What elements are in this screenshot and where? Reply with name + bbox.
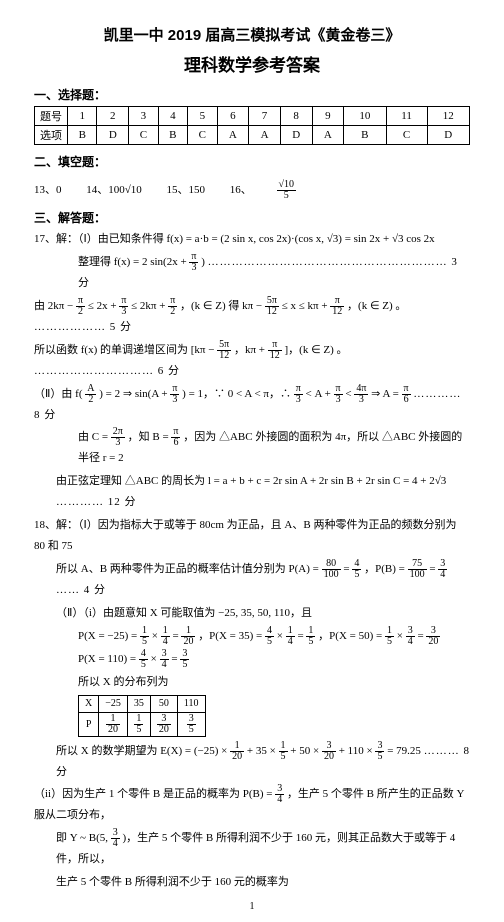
q18-l5: P(X = 110) = 45 × 34 = 35 <box>34 649 470 670</box>
q18-l9: 即 Y ~ B(5, 34 )，生产 5 个零件 B 所得利润不少于 160 元… <box>34 828 470 870</box>
q18-l10: 生产 5 个零件 B 所得利润不少于 160 元的概率为 <box>34 872 470 893</box>
row-label: 题号 <box>35 107 68 126</box>
section2-header: 二、填空题： <box>34 153 470 170</box>
q18-l1: 18、解：（Ⅰ）因为指标大于或等于 80cm 为正品，且 A、B 两种零件为正品… <box>34 515 470 557</box>
doc-title-1: 凯里一中 2019 届高三模拟考试《黄金卷三》 <box>34 24 470 45</box>
q17-l4: 所以函数 f(x) 的单调递增区间为 [kπ − 5π12 ，kπ + π12 … <box>34 340 470 382</box>
q17-l6: 由 C = 2π3 ，知 B = π6 ，因为 △ABC 外接圆的面积为 4π，… <box>34 427 470 469</box>
doc-title-2: 理科数学参考答案 <box>34 51 470 76</box>
table-row: P 120 15 320 35 <box>79 712 206 736</box>
page-number: 1 <box>34 901 470 912</box>
section1-header: 一、选择题： <box>34 86 470 103</box>
q18-l8: （ii）因为生产 1 个零件 B 是正品的概率为 P(B) = 34 ，生产 5… <box>34 784 470 826</box>
q17-l1: 17、解：（Ⅰ）由已知条件得 f(x) = a·b = (2 sin x, co… <box>34 229 470 250</box>
q18-l2: 所以 A、B 两种零件为正品的概率估计值分别为 P(A) = 80100 = 4… <box>34 559 470 601</box>
q14: 14、100√10 <box>86 184 142 196</box>
answers-table: 题号 1 2 3 4 5 6 7 8 9 10 11 12 选项 B D C B… <box>34 106 470 145</box>
q18-l6: 所以 X 的分布列为 <box>34 672 470 693</box>
q18-l4: P(X = −25) = 15 × 14 = 120 ，P(X = 35) = … <box>34 626 470 647</box>
q16: 16、 √105 <box>230 184 340 196</box>
table-row: 选项 B D C B C A A D A B C D <box>35 126 470 145</box>
q17-l7: 由正弦定理知 △ABC 的周长为 l = a + b + c = 2r sin … <box>34 471 470 513</box>
fill-blanks: 13、0 14、100√10 15、150 16、 √105 <box>34 180 470 201</box>
table-row: X −25 35 50 110 <box>79 695 206 712</box>
q17-l2: 整理得 f(x) = 2 sin(2x + π3 ) …………………………………… <box>34 252 470 294</box>
distribution-table: X −25 35 50 110 P 120 15 320 35 <box>78 695 206 737</box>
q13: 13、0 <box>34 184 62 196</box>
q18-l3: （Ⅱ）（i）由题意知 X 可能取值为 −25, 35, 50, 110，且 <box>34 603 470 624</box>
table-row: 题号 1 2 3 4 5 6 7 8 9 10 11 12 <box>35 107 470 126</box>
section3-header: 三、解答题： <box>34 209 470 226</box>
q17-l3: 由 2kπ − π2 ≤ 2x + π3 ≤ 2kπ + π2 ，(k ∈ Z)… <box>34 296 470 338</box>
q18-l7: 所以 X 的数学期望为 E(X) = (−25) × 120 + 35 × 15… <box>34 741 470 783</box>
q15: 15、150 <box>167 184 206 196</box>
q17-l5: （Ⅱ）由 f( A2 ) = 2 ⇒ sin(A + π3 ) = 1，∵ 0 … <box>34 384 470 426</box>
row-label: 选项 <box>35 126 68 145</box>
